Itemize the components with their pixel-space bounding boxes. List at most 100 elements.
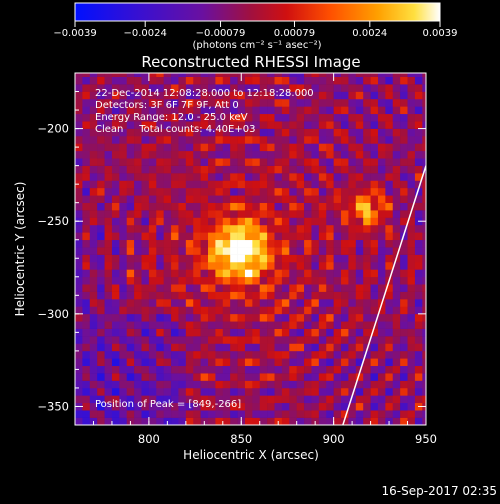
heatmap-cell <box>141 336 150 344</box>
heatmap-cell <box>237 187 246 196</box>
heatmap-cell <box>230 224 238 233</box>
heatmap-cell <box>156 165 164 174</box>
heatmap-cell <box>134 395 142 404</box>
heatmap-cell <box>333 269 342 278</box>
heatmap-cell <box>237 387 246 396</box>
heatmap-cell <box>326 269 334 278</box>
heatmap-cell <box>230 165 238 174</box>
heatmap-cell <box>75 395 83 404</box>
heatmap-cell <box>252 336 261 344</box>
heatmap-cell <box>89 358 98 367</box>
heatmap-cell <box>97 165 105 174</box>
heatmap-cell <box>422 373 426 381</box>
heatmap-cell <box>252 143 261 152</box>
heatmap-cell <box>237 313 246 322</box>
heatmap-cell <box>281 328 290 337</box>
heatmap-cell <box>392 365 401 374</box>
heatmap-cell <box>407 269 416 278</box>
heatmap-cell <box>75 269 83 278</box>
heatmap-cell <box>148 195 157 203</box>
heatmap-cell <box>244 373 253 381</box>
heatmap-cell <box>89 284 98 292</box>
heatmap-cell <box>252 284 261 292</box>
heatmap-cell <box>259 387 268 396</box>
heatmap-cell <box>370 224 379 233</box>
heatmap-cell <box>222 187 231 196</box>
heatmap-cell <box>141 150 150 159</box>
heatmap-cell <box>341 121 349 129</box>
heatmap-cell <box>244 165 253 174</box>
heatmap-cell <box>208 395 216 404</box>
heatmap-cell <box>237 98 246 107</box>
heatmap-cell <box>237 373 246 381</box>
heatmap-cell <box>407 261 416 270</box>
heatmap-cell <box>200 299 209 307</box>
heatmap-cell <box>119 224 128 233</box>
heatmap-cell <box>244 328 253 337</box>
heatmap-cell <box>141 210 150 218</box>
heatmap-cell <box>267 350 275 359</box>
heatmap-cell <box>104 217 113 226</box>
heatmap-cell <box>392 321 401 329</box>
heatmap-cell <box>296 395 305 404</box>
heatmap-cell <box>326 158 334 166</box>
heatmap-cell <box>422 210 426 218</box>
heatmap-cell <box>89 195 98 203</box>
heatmap-cell <box>237 239 246 248</box>
heatmap-cell <box>163 358 172 367</box>
heatmap-cell <box>200 98 209 107</box>
heatmap-cell <box>259 98 268 107</box>
heatmap-cell <box>104 254 113 263</box>
heatmap-cell <box>141 402 150 411</box>
x-tick-label: 900 <box>323 432 345 446</box>
heatmap-cell <box>414 261 423 270</box>
heatmap-cell <box>296 98 305 107</box>
heatmap-cell <box>134 269 142 278</box>
heatmap-cell <box>230 76 238 85</box>
heatmap-cell <box>222 91 231 100</box>
heatmap-cell <box>208 350 216 359</box>
heatmap-cell <box>267 73 275 77</box>
heatmap-cell <box>274 180 283 189</box>
heatmap-cell <box>141 365 150 374</box>
heatmap-cell <box>414 187 423 196</box>
heatmap-cell <box>141 73 150 77</box>
heatmap-cell <box>185 328 194 337</box>
heatmap-cell <box>355 202 364 211</box>
heatmap-cell <box>75 128 83 137</box>
heatmap-cell <box>111 350 120 359</box>
heatmap-cell <box>392 336 401 344</box>
heatmap-cell <box>318 106 327 115</box>
heatmap-cell <box>193 387 201 396</box>
heatmap-cell <box>341 135 349 144</box>
heatmap-cell <box>134 276 142 285</box>
heatmap-cell <box>407 232 416 241</box>
heatmap-cell <box>230 239 238 248</box>
heatmap-cell <box>200 224 209 233</box>
heatmap-cell <box>274 365 283 374</box>
colorbar-tick-label: 0.0024 <box>352 28 387 39</box>
heatmap-cell <box>237 350 246 359</box>
heatmap-cell <box>289 135 297 144</box>
heatmap-cell <box>385 173 394 181</box>
heatmap-cell <box>422 254 426 263</box>
heatmap-cell <box>185 373 194 381</box>
heatmap-cell <box>193 254 201 263</box>
heatmap-cell <box>377 232 386 241</box>
heatmap-cell <box>296 350 305 359</box>
heatmap-cell <box>311 173 320 181</box>
heatmap-cell <box>326 98 334 107</box>
heatmap-cell <box>230 113 238 122</box>
y-tick-label: −200 <box>37 122 69 136</box>
heatmap-cell <box>89 73 98 77</box>
heatmap-cell <box>163 84 172 92</box>
heatmap-cell <box>341 299 349 307</box>
heatmap-cell <box>311 128 320 137</box>
heatmap-cell <box>75 299 83 307</box>
heatmap-cell <box>104 284 113 292</box>
heatmap-cell <box>348 121 357 129</box>
heatmap-cell <box>163 113 172 122</box>
heatmap-cell <box>252 261 261 270</box>
heatmap-cell <box>171 165 179 174</box>
heatmap-cell <box>414 224 423 233</box>
